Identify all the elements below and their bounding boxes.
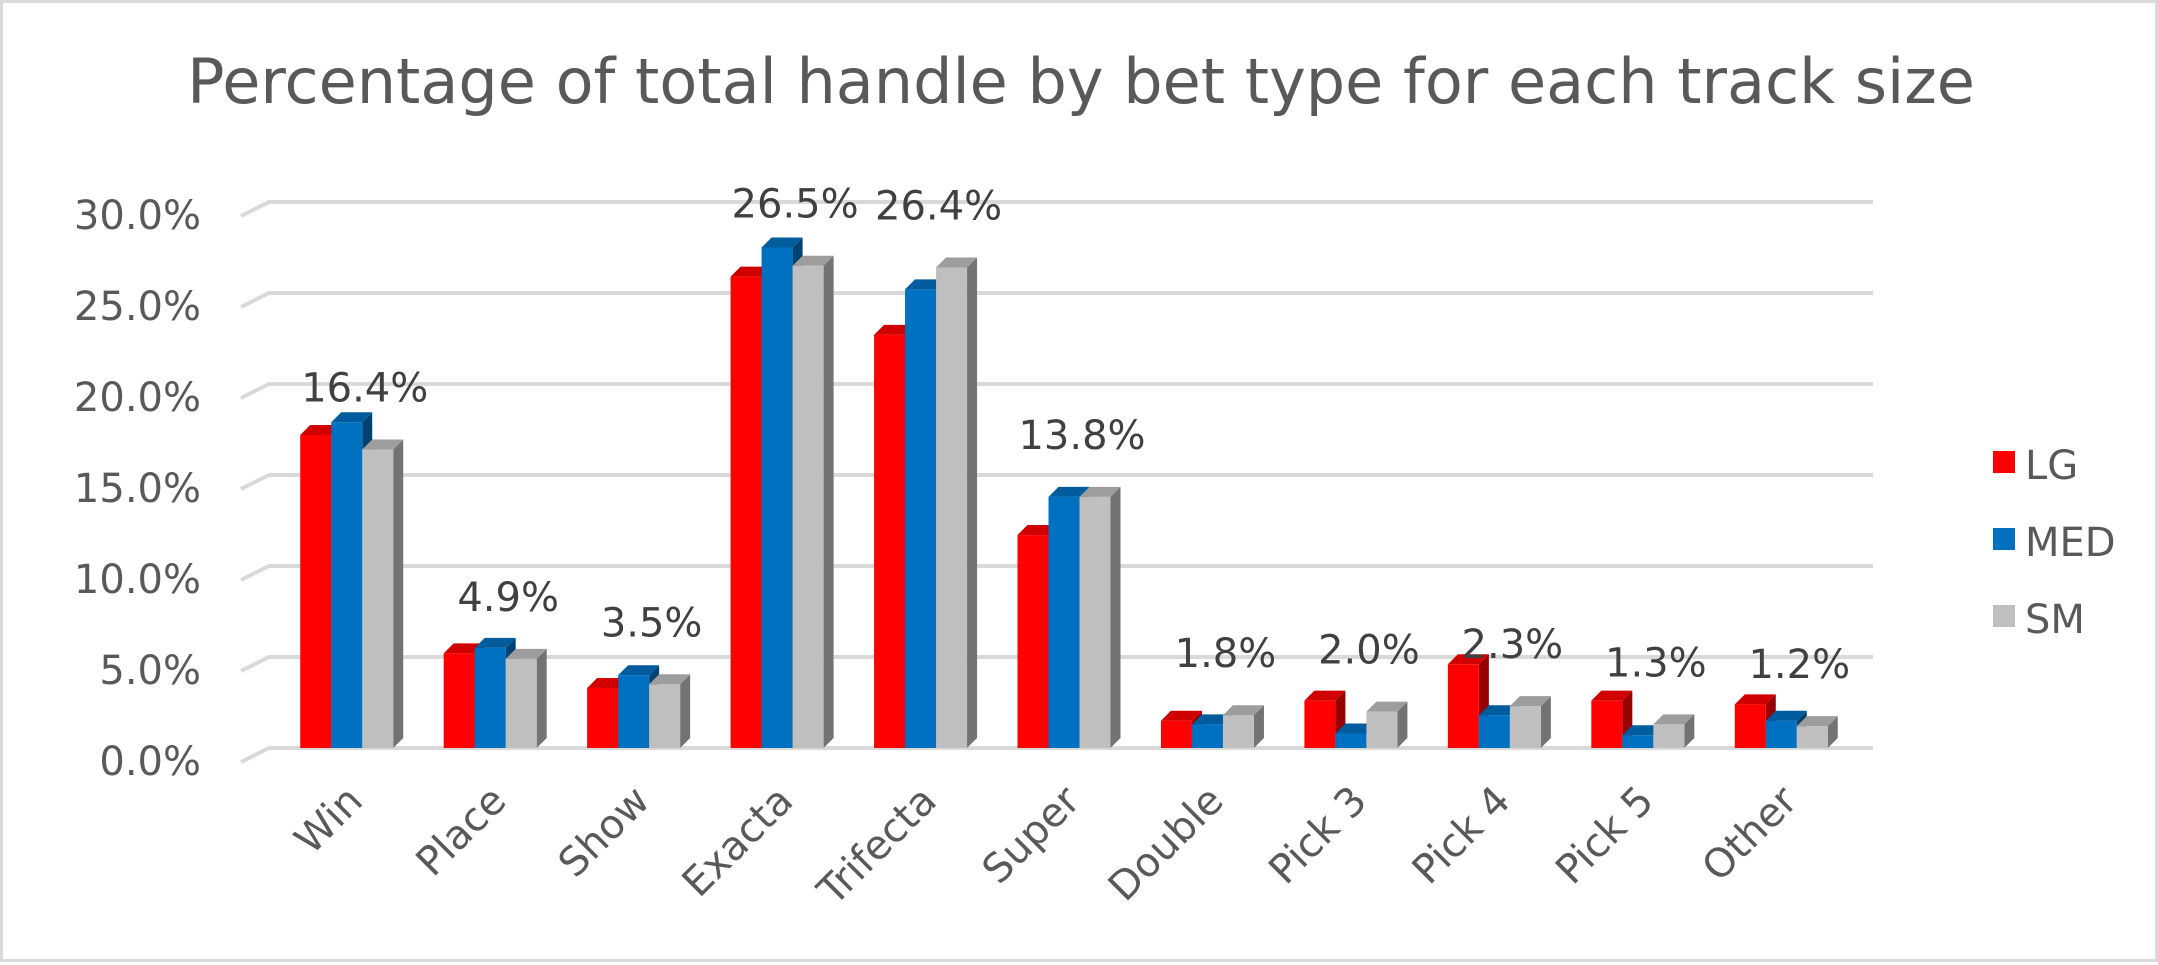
- y-tick-label: 15.0%: [74, 466, 201, 512]
- y-tick-label: 20.0%: [74, 375, 201, 421]
- data-label: 3.5%: [601, 600, 703, 646]
- bar-sm: [792, 255, 834, 748]
- bar-sm: [649, 674, 691, 748]
- y-tick-label: 10.0%: [74, 557, 201, 603]
- gridlines: [240, 200, 1873, 764]
- legend-swatch: [1993, 605, 2015, 627]
- y-axis-ticks: 0.0% 5.0% 10.0% 15.0% 20.0% 25.0% 30.0%: [74, 193, 201, 785]
- data-label: 2.0%: [1318, 628, 1420, 674]
- gridline: [240, 564, 1873, 582]
- bar-sm: [1366, 701, 1408, 748]
- gridline: [240, 473, 1873, 491]
- data-label: 1.2%: [1748, 642, 1850, 688]
- bar-sm: [362, 439, 404, 748]
- data-labels: 16.4% 4.9% 3.5% 26.5% 26.4% 13.8% 1.8% 2.0% 2.3%…: [301, 182, 1850, 688]
- category-label: Win: [286, 778, 372, 864]
- bar-sm: [1796, 716, 1838, 748]
- x-axis-categories: Win Place Show Exacta Trifecta Super Double Pic…: [286, 777, 1807, 915]
- data-label: 16.4%: [301, 366, 428, 412]
- data-label: 26.5%: [732, 182, 859, 228]
- legend-swatch: [1993, 451, 2015, 473]
- category-label: Trifecta: [808, 778, 945, 915]
- category-label: Exacta: [674, 778, 802, 906]
- gridline: [240, 200, 1873, 218]
- y-tick-label: 25.0%: [74, 284, 201, 330]
- category-label: Pick 4: [1404, 778, 1520, 894]
- data-label: 1.3%: [1605, 640, 1707, 686]
- bar-chart: Percentage of total handle by bet type f…: [74, 45, 2116, 915]
- data-label: 13.8%: [1018, 413, 1145, 459]
- legend-label: SM: [2025, 597, 2085, 643]
- data-label: 26.4%: [875, 184, 1002, 230]
- gridline: [240, 746, 1873, 764]
- category-label: Pick 3: [1260, 778, 1376, 894]
- bar-sm: [1222, 705, 1264, 748]
- legend-label: LG: [2025, 443, 2078, 489]
- legend: LG MED SM: [1993, 443, 2116, 643]
- bar-lg: [1304, 690, 1346, 748]
- category-label: Show: [550, 778, 659, 887]
- bar-sm: [1509, 696, 1551, 748]
- bars: [300, 237, 1838, 748]
- category-label: Other: [1694, 777, 1807, 890]
- gridline: [240, 382, 1873, 400]
- bar-sm: [505, 648, 547, 748]
- category-label: Place: [408, 778, 516, 886]
- gridline: [240, 291, 1873, 309]
- gridline: [240, 655, 1873, 673]
- bar-sm: [936, 257, 978, 748]
- data-label: 2.3%: [1462, 622, 1564, 668]
- legend-swatch: [1993, 528, 2015, 550]
- data-label: 1.8%: [1175, 631, 1277, 677]
- chart-title: Percentage of total handle by bet type f…: [187, 45, 1975, 118]
- bar-sm: [1079, 486, 1121, 748]
- category-label: Double: [1100, 778, 1233, 911]
- legend-label: MED: [2025, 520, 2116, 566]
- data-label: 4.9%: [457, 575, 559, 621]
- category-label: Pick 5: [1547, 778, 1663, 894]
- y-tick-label: 30.0%: [74, 193, 201, 239]
- y-tick-label: 0.0%: [99, 739, 201, 785]
- bar-sm: [1653, 714, 1695, 748]
- y-tick-label: 5.0%: [99, 648, 201, 694]
- category-label: Super: [974, 777, 1090, 893]
- bar-lg: [1447, 654, 1489, 748]
